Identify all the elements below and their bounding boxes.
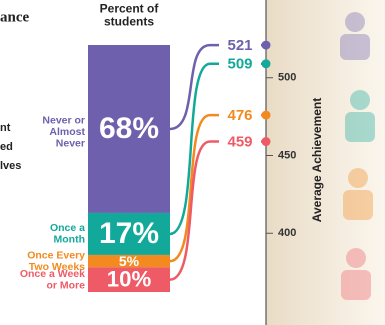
- value-box: [219, 34, 261, 57]
- bar-segment: [88, 267, 170, 292]
- value-label: 5%: [119, 253, 140, 269]
- category-label: Never or Almost Never: [42, 114, 85, 149]
- y2-tick-label: 450: [278, 149, 296, 161]
- connector: [169, 140, 266, 281]
- achievement-point: [261, 59, 271, 69]
- value-box: [219, 130, 261, 153]
- achievement-label: 521: [227, 37, 252, 54]
- connector: [169, 62, 266, 236]
- student-illustrations: [340, 12, 375, 300]
- category-label: Once a Week or More: [20, 268, 85, 292]
- achievement-label: 459: [227, 133, 252, 150]
- bar-title: Percent of students: [100, 2, 160, 29]
- axis-label: Average Achievement: [310, 98, 324, 223]
- bar-segment: [88, 212, 170, 255]
- value-label: 17%: [99, 217, 159, 250]
- title-fragment: ance: [0, 9, 30, 25]
- value-box: [219, 104, 261, 127]
- achievement-label: 476: [227, 107, 252, 124]
- value-box: [219, 52, 261, 75]
- achievement-point: [261, 137, 271, 147]
- achievement-point: [261, 110, 271, 120]
- side-text: ed: [0, 141, 13, 153]
- value-label: 10%: [107, 267, 152, 292]
- y2-tick-label: 400: [278, 227, 296, 239]
- value-label: 68%: [99, 112, 159, 145]
- side-text: lves: [0, 160, 21, 172]
- y2-tick-label: 500: [278, 72, 296, 84]
- category-label: Once Every Two Weeks: [27, 249, 85, 273]
- achievement-point: [261, 40, 271, 50]
- achievement-label: 509: [227, 56, 252, 73]
- connector: [169, 113, 266, 263]
- bar-segment: [88, 254, 170, 268]
- category-label: Once a Month: [50, 222, 85, 246]
- bar-segment: [88, 45, 170, 213]
- connector: [169, 43, 266, 131]
- axis-background: [266, 0, 385, 325]
- side-text: nt: [0, 122, 11, 134]
